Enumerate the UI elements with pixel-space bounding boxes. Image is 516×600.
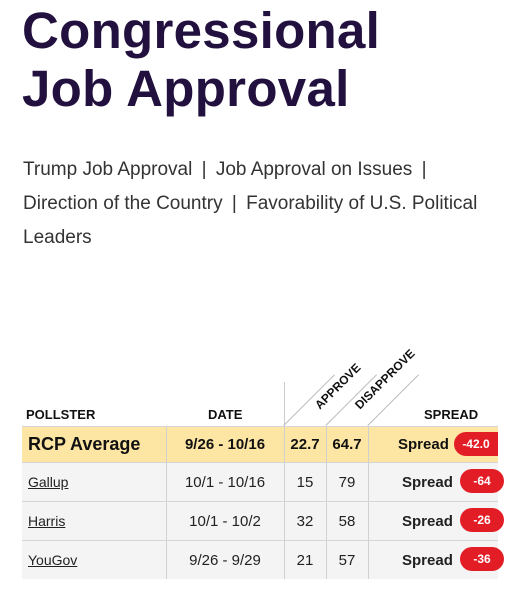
link-favorability-of-us-political-leaders[interactable]: Favorability of U.S. Political Leaders — [23, 193, 478, 248]
column-divider — [368, 463, 369, 501]
row-date: 10/1 - 10/16 — [184, 473, 266, 491]
column-divider — [368, 427, 369, 462]
header-spread: SPREAD — [424, 407, 479, 422]
link-trump-job-approval[interactable]: Trump Job Approval — [23, 159, 193, 180]
column-divider — [284, 427, 285, 462]
column-divider — [166, 463, 167, 501]
column-divider — [284, 502, 285, 540]
link-separator: | — [231, 193, 237, 214]
column-divider — [326, 463, 327, 501]
rcp-average-row: RCP Average 9/26 - 10/16 22.7 64.7 Sprea… — [22, 426, 498, 462]
average-disapprove: 64.7 — [332, 436, 362, 453]
header-date: DATE — [208, 407, 243, 422]
row-pollster: YouGov — [28, 541, 77, 579]
column-divider — [284, 541, 285, 579]
column-divider — [326, 502, 327, 540]
row-date: 9/26 - 9/29 — [189, 551, 261, 569]
average-date: 9/26 - 10/16 — [184, 436, 266, 453]
link-job-approval-on-issues[interactable]: Job Approval on Issues — [215, 159, 413, 180]
table-row: YouGov 9/26 - 9/29 21 57 Spread -36 — [22, 540, 504, 579]
header-pollster: POLLSTER — [26, 407, 96, 422]
pollster-link-yougov[interactable]: YouGov — [28, 552, 78, 568]
column-divider — [326, 427, 327, 462]
column-divider — [166, 502, 167, 540]
column-divider — [284, 463, 285, 501]
row-pollster: Gallup — [28, 463, 68, 501]
row-approve: 15 — [296, 473, 314, 491]
average-pollster: RCP Average — [28, 434, 141, 454]
link-direction-of-the-country[interactable]: Direction of the Country — [23, 193, 223, 214]
row-pollster: Harris — [28, 502, 65, 540]
row-spread-label: Spread — [402, 551, 453, 569]
column-divider — [166, 541, 167, 579]
link-separator: | — [421, 159, 427, 180]
table-row: Gallup 10/1 - 10/16 15 79 Spread -64 — [22, 462, 504, 501]
page-title: Congressional Job Approval — [22, 2, 502, 118]
page-title-line-2: Job Approval — [22, 60, 350, 117]
column-divider — [368, 541, 369, 579]
row-spread-label: Spread — [402, 512, 453, 530]
header-divider — [284, 382, 285, 426]
row-disapprove: 79 — [338, 473, 356, 491]
row-spread-badge: -64 — [460, 469, 504, 493]
page-title-line-1: Congressional — [22, 2, 381, 59]
pollster-link-gallup[interactable]: Gallup — [28, 474, 69, 490]
header-disapprove: DISAPPROVE — [352, 346, 418, 412]
related-links: Trump Job Approval | Job Approval on Iss… — [23, 153, 493, 255]
row-spread-badge: -36 — [460, 547, 504, 571]
row-spread-label: Spread — [402, 473, 453, 491]
row-spread-badge: -26 — [460, 508, 504, 532]
row-date: 10/1 - 10/2 — [189, 512, 261, 530]
link-separator: | — [201, 159, 207, 180]
average-spread-label: Spread — [398, 436, 449, 453]
row-disapprove: 58 — [338, 512, 356, 530]
column-divider — [166, 427, 167, 462]
row-disapprove: 57 — [338, 551, 356, 569]
poll-table: POLLSTER DATE APPROVE DISAPPROVE SPREAD … — [22, 346, 504, 579]
column-divider — [368, 502, 369, 540]
pollster-link-harris[interactable]: Harris — [28, 513, 66, 529]
row-approve: 21 — [296, 551, 314, 569]
row-approve: 32 — [296, 512, 314, 530]
column-divider — [326, 541, 327, 579]
average-spread-badge: -42.0 — [454, 432, 498, 456]
table-row: Harris 10/1 - 10/2 32 58 Spread -26 — [22, 501, 504, 540]
table-header: POLLSTER DATE APPROVE DISAPPROVE SPREAD — [22, 346, 498, 426]
average-approve: 22.7 — [290, 436, 320, 453]
